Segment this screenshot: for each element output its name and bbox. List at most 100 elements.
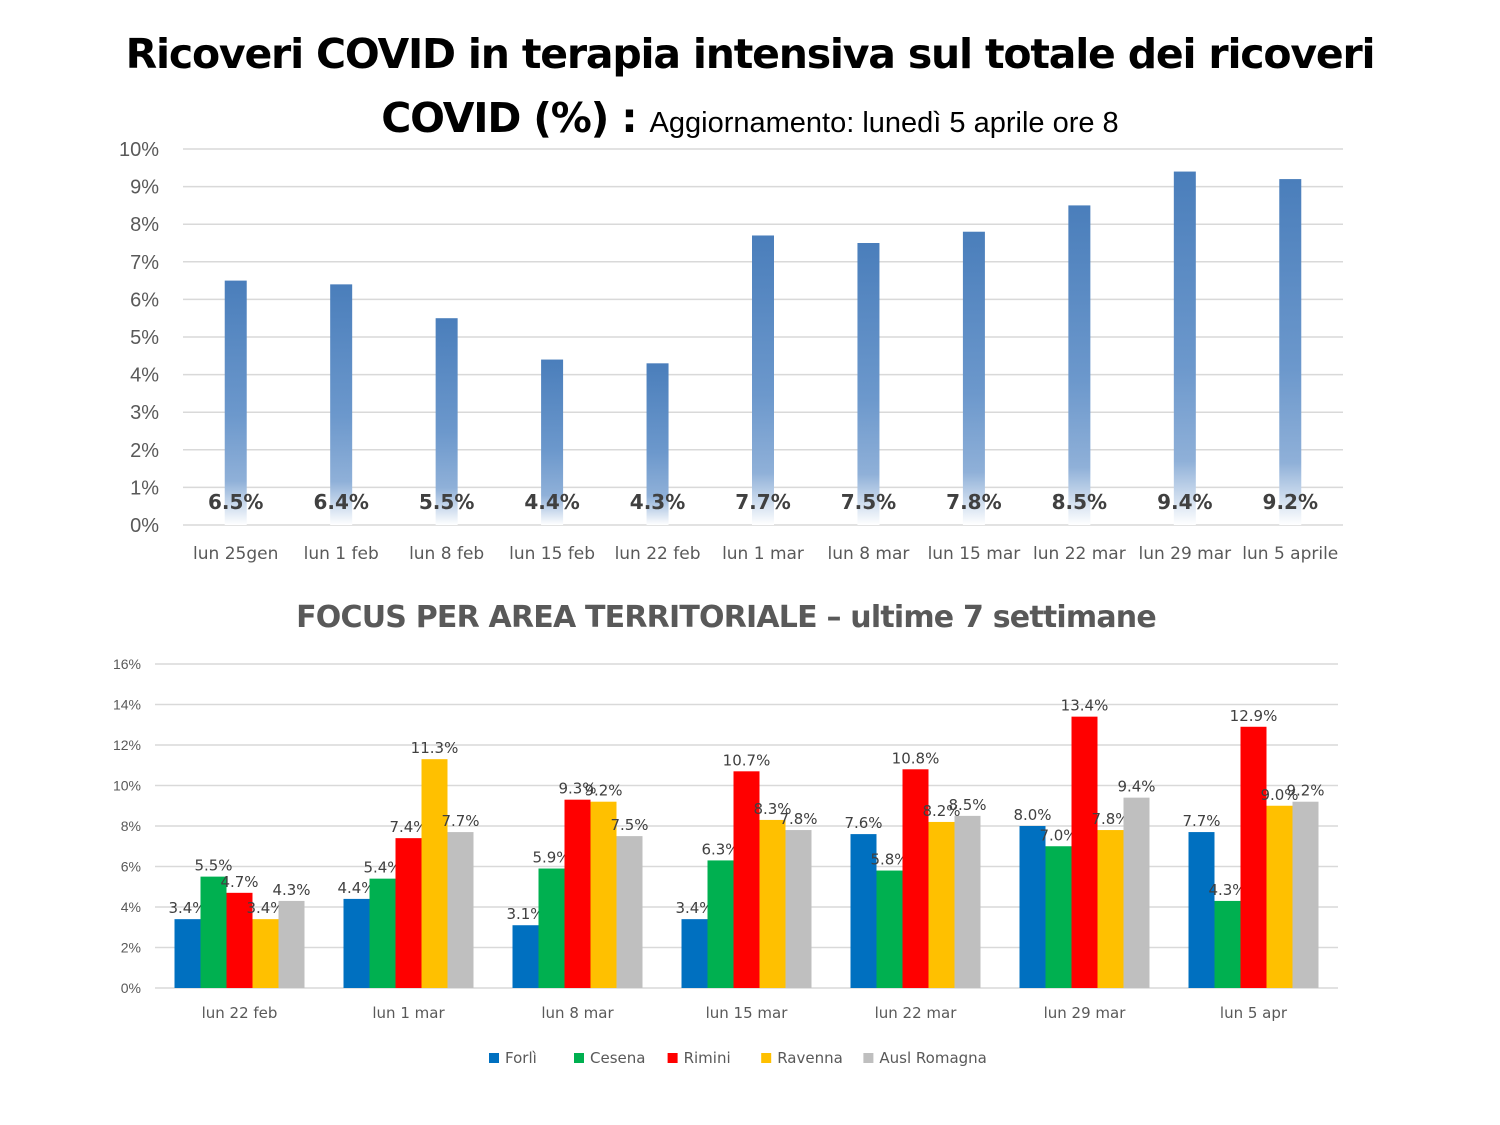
- bottom-data-label: 11.3%: [411, 739, 459, 757]
- legend-swatch: [667, 1053, 678, 1063]
- top-bar: [435, 318, 458, 525]
- bottom-data-label: 12.9%: [1230, 707, 1278, 725]
- bottom-data-label: 4.4%: [337, 879, 375, 897]
- bottom-x-tick-label: lun 1 mar: [372, 1004, 445, 1022]
- top-x-tick-label: lun 1 mar: [722, 544, 804, 564]
- top-data-label: 9.2%: [1263, 490, 1318, 514]
- top-bar: [857, 243, 880, 525]
- bottom-data-label: 4.7%: [220, 873, 258, 891]
- territorial-chart-title: FOCUS PER AREA TERRITORIALE – ultime 7 s…: [296, 600, 1156, 635]
- bottom-bar-cesena: [200, 876, 227, 988]
- top-y-tick-label: 8%: [130, 214, 159, 236]
- bottom-bar-rimini: [902, 769, 929, 988]
- top-x-tick-label: lun 15 feb: [509, 544, 595, 564]
- legend-swatch: [761, 1053, 772, 1063]
- bottom-bar-ausl-romagna: [616, 836, 643, 988]
- top-y-tick-label: 3%: [130, 402, 159, 424]
- bottom-data-label: 3.1%: [506, 905, 544, 923]
- bottom-data-label: 8.0%: [1013, 806, 1051, 824]
- bottom-data-label: 3.4%: [675, 899, 713, 917]
- bottom-data-label: 7.6%: [844, 814, 882, 832]
- territorial-chart-title-bold: FOCUS PER AREA TERRITORIALE: [296, 600, 817, 635]
- top-y-tick-label: 2%: [130, 440, 159, 462]
- top-bar: [646, 363, 669, 525]
- bottom-bar-forli: [681, 919, 708, 988]
- top-y-tick-label: 6%: [130, 289, 159, 311]
- bottom-data-label: 4.3%: [272, 881, 310, 899]
- bottom-bar-ravenna: [1097, 830, 1124, 988]
- top-y-tick-label: 7%: [130, 252, 159, 274]
- top-data-label: 7.8%: [946, 490, 1001, 514]
- bottom-data-label: 7.8%: [1091, 810, 1129, 828]
- bottom-bar-ravenna: [1266, 805, 1293, 988]
- bottom-data-label: 4.3%: [1208, 881, 1246, 899]
- bottom-x-tick-label: lun 15 mar: [706, 1004, 789, 1022]
- territorial-chart-title-rest: – ultime 7 settimane: [817, 600, 1156, 635]
- bottom-data-label: 9.3%: [558, 780, 596, 798]
- bottom-y-tick-label: 12%: [113, 737, 141, 753]
- bottom-data-label: 6.3%: [701, 840, 739, 858]
- bottom-data-label: 10.8%: [892, 749, 940, 767]
- top-bar: [962, 231, 985, 525]
- bottom-data-label: 7.0%: [1039, 826, 1077, 844]
- bottom-x-tick-label: lun 29 mar: [1044, 1004, 1127, 1022]
- top-x-tick-label: lun 25gen: [193, 544, 278, 564]
- main-title-line2-text: COVID (%) :: [381, 94, 637, 142]
- top-bar: [752, 235, 774, 526]
- main-title-line2: COVID (%) : Aggiornamento: lunedì 5 apri…: [0, 86, 1500, 155]
- bottom-data-label: 5.4%: [363, 859, 401, 877]
- top-y-tick-label: 0%: [130, 515, 159, 537]
- legend-swatch: [574, 1053, 584, 1063]
- bottom-bar-forli: [174, 919, 201, 988]
- bottom-bar-ravenna: [590, 801, 617, 988]
- bottom-bar-cesena: [538, 868, 565, 988]
- bottom-data-label: 8.5%: [948, 796, 986, 814]
- top-x-tick-label: lun 22 feb: [615, 544, 701, 564]
- bottom-y-tick-label: 0%: [121, 980, 141, 996]
- main-title: Ricoveri COVID in terapia intensiva sul …: [0, 22, 1500, 155]
- legend-item: Rimini: [667, 1049, 731, 1067]
- bottom-data-label: 7.7%: [441, 812, 479, 830]
- top-x-tick-label: lun 8 mar: [828, 544, 910, 564]
- bottom-data-label: 5.8%: [870, 851, 908, 869]
- bottom-data-label: 13.4%: [1061, 697, 1109, 715]
- top-data-label: 6.4%: [313, 490, 368, 514]
- update-subtitle: Aggiornamento: lunedì 5 aprile ore 8: [649, 107, 1119, 139]
- bottom-x-tick-label: lun 22 mar: [875, 1004, 958, 1022]
- bottom-bar-cesena: [876, 870, 903, 988]
- top-data-label: 4.3%: [630, 490, 685, 514]
- bottom-bar-forli: [512, 925, 539, 988]
- top-bar: [224, 280, 247, 525]
- bottom-data-label: 5.5%: [194, 857, 232, 875]
- bottom-data-label: 10.7%: [723, 751, 771, 769]
- bottom-bar-ravenna: [252, 919, 279, 988]
- bottom-data-label: 9.4%: [1117, 778, 1155, 796]
- top-data-label: 8.5%: [1052, 490, 1107, 514]
- bottom-y-tick-label: 4%: [121, 899, 141, 915]
- bottom-bar-forli: [850, 834, 877, 988]
- bottom-y-tick-label: 6%: [121, 859, 141, 875]
- top-x-tick-label: lun 22 mar: [1033, 544, 1126, 564]
- top-data-label: 5.5%: [419, 490, 474, 514]
- legend-item: Forlì: [489, 1049, 537, 1067]
- top-bar: [330, 284, 353, 525]
- top-bar: [1279, 179, 1302, 525]
- bottom-bar-ausl-romagna: [954, 815, 981, 988]
- bottom-bar-ausl-romagna: [447, 832, 474, 988]
- top-bar: [1068, 205, 1091, 525]
- bottom-data-label: 8.2%: [922, 802, 960, 820]
- top-x-tick-label: lun 8 feb: [409, 544, 484, 564]
- bottom-bar-forli: [343, 898, 370, 988]
- top-x-tick-label: lun 1 feb: [304, 544, 379, 564]
- bottom-data-label: 5.9%: [532, 849, 570, 867]
- legend-item: Ausl Romagna: [863, 1049, 987, 1067]
- bottom-bar-rimini: [226, 892, 253, 988]
- bottom-data-label: 9.2%: [1286, 782, 1324, 800]
- legend-label: Ausl Romagna: [879, 1049, 986, 1067]
- bottom-bar-cesena: [707, 860, 734, 988]
- top-bar-chart: 0% 1% 2% 3% 4% 5% 6% 7% 8% 9% 10% 6.5% lun 25gen 6.4%…: [119, 139, 1343, 564]
- bottom-x-tick-label: lun 5 apr: [1220, 1004, 1288, 1022]
- bottom-data-label: 3.4%: [246, 899, 284, 917]
- bottom-bar-rimini: [1071, 716, 1098, 988]
